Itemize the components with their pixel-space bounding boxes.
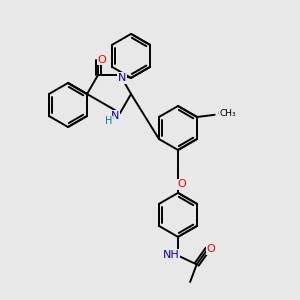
Text: O: O: [217, 109, 226, 119]
Text: H: H: [105, 116, 113, 126]
Text: NH: NH: [163, 250, 179, 260]
Text: O: O: [178, 179, 186, 189]
Text: O: O: [206, 244, 215, 254]
Text: O: O: [98, 55, 106, 64]
Text: CH₃: CH₃: [219, 109, 236, 118]
Text: N: N: [118, 73, 126, 83]
Text: N: N: [111, 111, 119, 121]
